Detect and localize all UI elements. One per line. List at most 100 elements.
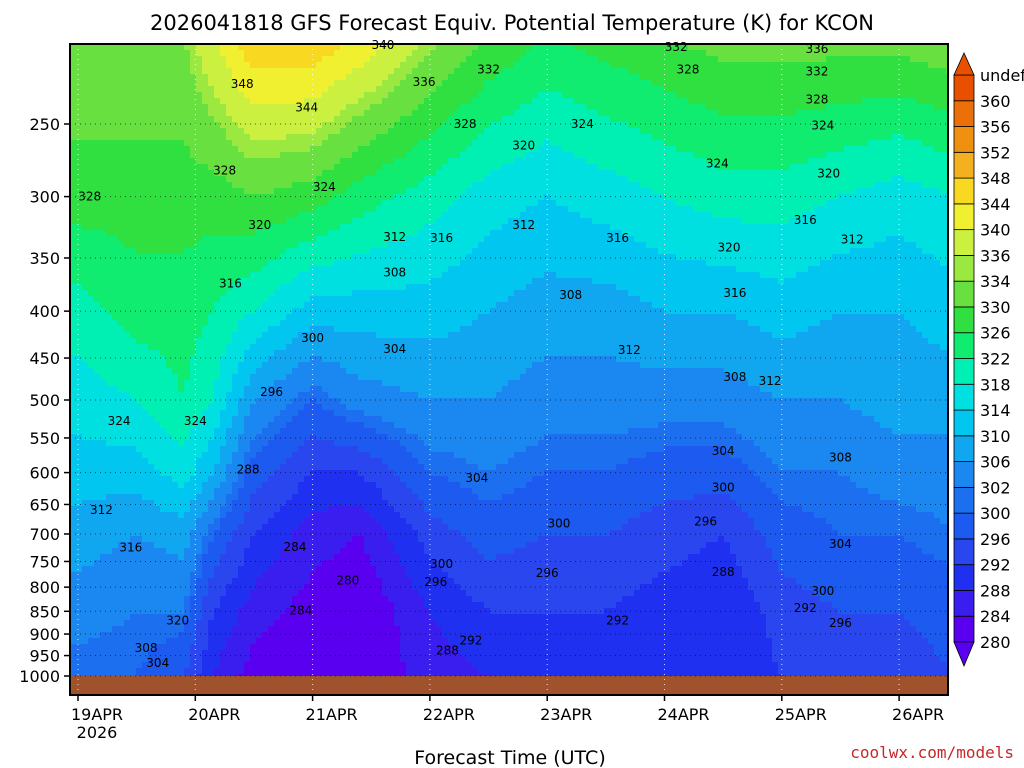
heatmap-cell xyxy=(226,80,233,87)
heatmap-cell xyxy=(70,422,77,429)
heatmap-cell xyxy=(286,326,293,333)
heatmap-cell xyxy=(244,338,251,345)
heatmap-cell xyxy=(112,422,119,429)
heatmap-cell xyxy=(172,512,179,519)
heatmap-cell xyxy=(256,326,263,333)
heatmap-cell xyxy=(172,404,179,411)
heatmap-cell xyxy=(256,500,263,507)
heatmap-cell xyxy=(136,218,143,225)
heatmap-cell xyxy=(256,236,263,243)
heatmap-cell xyxy=(118,170,125,177)
heatmap-cell xyxy=(76,176,83,183)
heatmap-cell xyxy=(316,122,323,129)
heatmap-cell xyxy=(268,560,275,567)
heatmap-cell xyxy=(82,194,89,201)
heatmap-cell xyxy=(100,548,107,555)
heatmap-cell xyxy=(70,320,77,327)
heatmap-cell xyxy=(310,284,317,291)
heatmap-cell xyxy=(220,470,227,477)
heatmap-cell xyxy=(112,596,119,603)
heatmap-cell xyxy=(166,620,173,627)
heatmap-cell xyxy=(88,92,95,99)
heatmap-cell xyxy=(262,164,269,171)
heatmap-cell xyxy=(232,326,239,333)
heatmap-cell xyxy=(334,410,341,417)
heatmap-cell xyxy=(220,218,227,225)
heatmap-cell xyxy=(82,272,89,279)
heatmap-cell xyxy=(262,590,269,597)
heatmap-cell xyxy=(298,446,305,453)
heatmap-cell xyxy=(178,182,185,189)
heatmap-cell xyxy=(166,524,173,531)
heatmap-cell xyxy=(166,218,173,225)
heatmap-cell xyxy=(202,362,209,369)
heatmap-cell xyxy=(322,518,329,525)
heatmap-cell xyxy=(166,344,173,351)
heatmap-cell xyxy=(334,290,341,297)
heatmap-cell xyxy=(268,50,275,57)
heatmap-cell xyxy=(292,332,299,339)
heatmap-cell xyxy=(178,662,185,669)
heatmap-cell xyxy=(280,542,287,549)
heatmap-cell xyxy=(136,182,143,189)
heatmap-cell xyxy=(262,188,269,195)
heatmap-cell xyxy=(160,638,167,645)
heatmap-cell xyxy=(250,44,257,51)
heatmap-cell xyxy=(334,326,341,333)
heatmap-cell xyxy=(292,224,299,231)
heatmap-cell xyxy=(112,488,119,495)
heatmap-cell xyxy=(220,626,227,633)
heatmap-cell xyxy=(250,356,257,363)
heatmap-cell xyxy=(226,122,233,129)
heatmap-cell xyxy=(244,62,251,69)
heatmap-cell xyxy=(238,470,245,477)
heatmap-cell xyxy=(136,416,143,423)
heatmap-cell xyxy=(310,272,317,279)
heatmap-cell xyxy=(142,176,149,183)
heatmap-cell xyxy=(316,578,323,585)
heatmap-cell xyxy=(106,104,113,111)
heatmap-cell xyxy=(226,368,233,375)
heatmap-cell xyxy=(304,416,311,423)
heatmap-cell xyxy=(232,374,239,381)
heatmap-cell xyxy=(328,404,335,411)
heatmap-cell xyxy=(76,548,83,555)
heatmap-cell xyxy=(196,626,203,633)
heatmap-cell xyxy=(214,392,221,399)
heatmap-cell xyxy=(130,500,137,507)
heatmap-cell xyxy=(160,428,167,435)
heatmap-cell xyxy=(136,620,143,627)
heatmap-cell xyxy=(196,224,203,231)
heatmap-cell xyxy=(286,572,293,579)
heatmap-cell xyxy=(154,470,161,477)
heatmap-cell xyxy=(202,188,209,195)
heatmap-cell xyxy=(154,494,161,501)
heatmap-cell xyxy=(334,536,341,543)
heatmap-cell xyxy=(154,554,161,561)
heatmap-cell xyxy=(184,524,191,531)
heatmap-cell xyxy=(262,530,269,537)
heatmap-cell xyxy=(136,494,143,501)
heatmap-cell xyxy=(274,416,281,423)
heatmap-cell xyxy=(238,140,245,147)
heatmap-cell xyxy=(334,632,341,639)
heatmap-cell xyxy=(256,104,263,111)
heatmap-cell xyxy=(220,524,227,531)
heatmap-cell xyxy=(310,122,317,129)
heatmap-cell xyxy=(160,74,167,81)
heatmap-cell xyxy=(250,488,257,495)
heatmap-cell xyxy=(202,500,209,507)
heatmap-cell xyxy=(274,98,281,105)
heatmap-cell xyxy=(130,200,137,207)
heatmap-cell xyxy=(226,560,233,567)
heatmap-cell xyxy=(100,620,107,627)
heatmap-cell xyxy=(262,44,269,51)
heatmap-cell xyxy=(310,182,317,189)
heatmap-cell xyxy=(226,410,233,417)
heatmap-cell xyxy=(250,596,257,603)
heatmap-cell xyxy=(190,380,197,387)
heatmap-cell xyxy=(316,554,323,561)
heatmap-cell xyxy=(202,464,209,471)
heatmap-cell xyxy=(226,356,233,363)
heatmap-cell xyxy=(232,476,239,483)
